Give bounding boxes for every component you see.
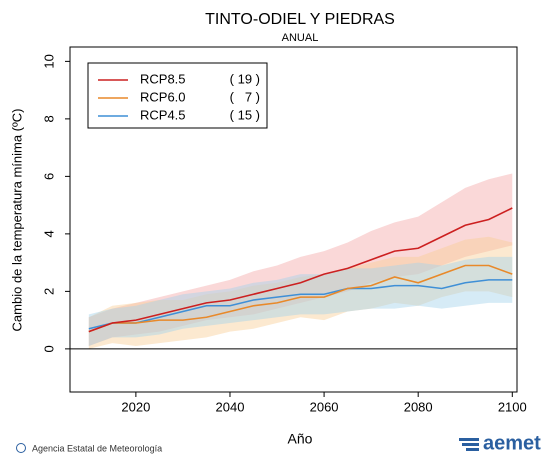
x-tick-label: 2100 <box>498 399 527 414</box>
logo-mark <box>459 438 479 451</box>
legend-count: ( 15 ) <box>230 107 260 122</box>
y-tick-label: 8 <box>41 115 56 122</box>
y-tick-label: 2 <box>41 288 56 295</box>
logo: aemet <box>483 432 541 454</box>
y-tick-label: 10 <box>41 54 56 68</box>
x-axis-label: Año <box>288 431 313 447</box>
legend-count: ( 7 ) <box>230 89 260 104</box>
legend: RCP8.5 ( 19 ) RCP6.0 ( 7 ) RCP4.5 ( 15 ) <box>87 62 268 129</box>
legend-label: RCP8.5 <box>140 71 186 86</box>
series-line <box>88 207 513 333</box>
uncertainty-band <box>88 173 513 346</box>
plot-frame <box>69 46 518 393</box>
x-tick-label: 2080 <box>404 399 433 414</box>
y-tick-label: 6 <box>41 173 56 180</box>
uncertainty-band <box>88 236 513 349</box>
y-tick-label: 0 <box>41 345 56 352</box>
y-axis-label: Cambio de la temperatura mínima (ºC) <box>9 109 24 332</box>
series-line <box>88 279 513 330</box>
legend-label: RCP6.0 <box>140 89 186 104</box>
legend-count: ( 19 ) <box>230 71 260 86</box>
x-tick-label: 2060 <box>310 399 339 414</box>
footer: Agencia Estatal de Meteorología <box>32 443 162 453</box>
series-line <box>88 264 513 333</box>
copyright-icon <box>16 443 26 453</box>
legend-box <box>87 62 268 129</box>
y-tick-label: 4 <box>41 230 56 237</box>
chart-title: TINTO-ODIEL Y PIEDRAS <box>205 11 395 28</box>
chart-subtitle: ANUAL <box>282 32 319 44</box>
legend-label: RCP4.5 <box>140 107 186 122</box>
x-tick-label: 2040 <box>216 399 245 414</box>
x-tick-label: 2020 <box>121 399 150 414</box>
